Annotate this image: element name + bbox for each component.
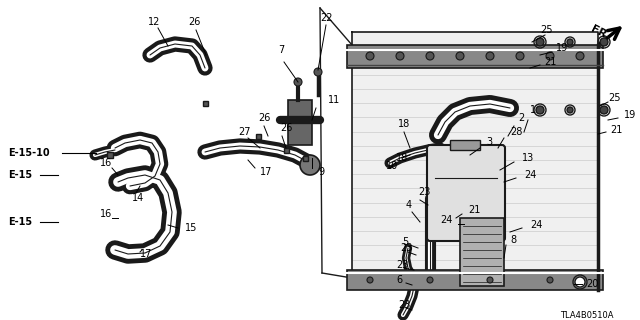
Text: 6: 6 [396, 275, 402, 285]
Text: 19: 19 [624, 110, 636, 120]
Text: 23: 23 [400, 243, 412, 253]
Bar [450, 140, 480, 150]
Bar [352, 32, 598, 288]
Bar [460, 218, 504, 286]
Text: 18: 18 [396, 153, 408, 163]
Text: 26: 26 [188, 17, 200, 27]
Text: TLA4B0510A: TLA4B0510A [560, 310, 614, 319]
Text: 13: 13 [522, 153, 534, 163]
Bar [347, 270, 603, 290]
Text: 15: 15 [185, 223, 197, 233]
Circle shape [367, 277, 373, 283]
Circle shape [567, 39, 573, 45]
Circle shape [366, 52, 374, 60]
Text: 8: 8 [510, 235, 516, 245]
Circle shape [600, 106, 608, 114]
Circle shape [536, 106, 544, 114]
Bar [284, 148, 289, 153]
Circle shape [300, 155, 320, 175]
Text: 28: 28 [510, 127, 522, 137]
Text: 21: 21 [610, 125, 622, 135]
Bar [288, 100, 312, 145]
Text: 24: 24 [524, 170, 536, 180]
Text: 4: 4 [406, 200, 412, 210]
Bar [303, 156, 307, 161]
Bar [202, 100, 207, 106]
Text: 23: 23 [396, 260, 408, 270]
Circle shape [396, 52, 404, 60]
Text: 18: 18 [398, 119, 410, 129]
Text: 11: 11 [328, 95, 340, 105]
Text: 25: 25 [540, 25, 552, 35]
Text: 24: 24 [440, 215, 452, 225]
Circle shape [547, 277, 553, 283]
FancyBboxPatch shape [427, 145, 505, 241]
Text: 23: 23 [398, 300, 410, 310]
Text: 26: 26 [280, 123, 292, 133]
Text: E-15: E-15 [8, 217, 32, 227]
Text: 5: 5 [402, 237, 408, 247]
Text: 14: 14 [132, 193, 144, 203]
Circle shape [546, 52, 554, 60]
Bar [107, 152, 113, 158]
Text: 10: 10 [386, 161, 398, 171]
Circle shape [567, 107, 573, 113]
Text: 26: 26 [258, 113, 270, 123]
Text: 21: 21 [544, 57, 556, 67]
Text: 12: 12 [148, 17, 161, 27]
Text: 23: 23 [418, 187, 430, 197]
Bar [255, 133, 260, 139]
Circle shape [516, 52, 524, 60]
Text: 25: 25 [608, 93, 621, 103]
Text: 16: 16 [100, 209, 112, 219]
Circle shape [314, 68, 322, 76]
Circle shape [486, 52, 494, 60]
Bar [347, 45, 603, 68]
Circle shape [426, 52, 434, 60]
Text: FR.: FR. [589, 24, 612, 42]
Text: 27: 27 [238, 127, 250, 137]
Text: 19: 19 [556, 43, 568, 53]
Text: 16: 16 [100, 158, 112, 168]
Text: 1: 1 [530, 105, 536, 115]
Circle shape [576, 52, 584, 60]
Text: 2: 2 [518, 113, 524, 123]
Text: 7: 7 [278, 45, 284, 55]
Circle shape [536, 38, 544, 46]
Text: 3: 3 [486, 137, 492, 147]
Text: 20: 20 [586, 279, 598, 289]
Circle shape [600, 38, 608, 46]
Text: E-15-10: E-15-10 [8, 148, 50, 158]
Text: 17: 17 [140, 249, 152, 259]
Text: 9: 9 [318, 167, 324, 177]
Circle shape [427, 277, 433, 283]
Circle shape [294, 78, 302, 86]
Text: 17: 17 [260, 167, 273, 177]
Circle shape [575, 277, 585, 287]
Text: 21: 21 [468, 205, 481, 215]
Circle shape [456, 52, 464, 60]
Text: E-15: E-15 [8, 170, 32, 180]
Text: 24: 24 [530, 220, 542, 230]
Text: 22: 22 [320, 13, 333, 23]
Circle shape [487, 277, 493, 283]
